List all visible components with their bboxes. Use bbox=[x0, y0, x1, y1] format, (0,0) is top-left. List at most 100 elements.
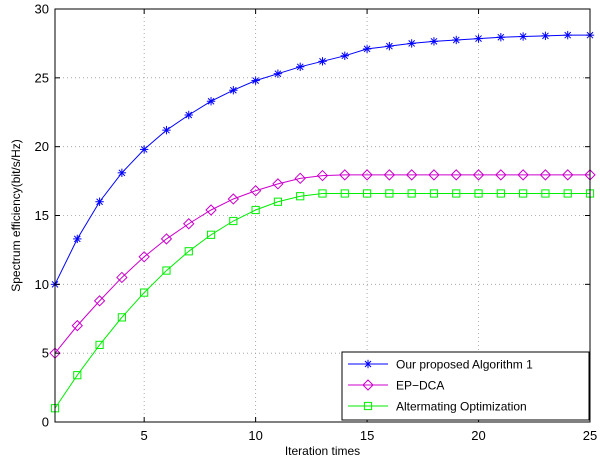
series-line bbox=[54, 192, 590, 409]
series-line bbox=[54, 174, 590, 354]
legend-label: Altermating Optimization bbox=[396, 400, 527, 414]
data-point bbox=[140, 288, 149, 297]
data-point bbox=[229, 86, 238, 95]
data-point bbox=[162, 266, 171, 275]
data-point bbox=[294, 172, 306, 185]
data-point bbox=[229, 216, 238, 226]
legend-marker bbox=[363, 359, 373, 369]
marker-stroke bbox=[364, 360, 372, 368]
data-point bbox=[474, 189, 483, 198]
x-tick-label: 20 bbox=[471, 428, 485, 443]
data-point bbox=[539, 169, 552, 181]
data-point bbox=[563, 30, 572, 40]
legend-label: Our proposed Algorithm 1 bbox=[396, 358, 533, 372]
series-group bbox=[49, 30, 596, 413]
data-point bbox=[429, 189, 439, 198]
marker-stroke bbox=[118, 169, 126, 177]
data-point bbox=[428, 169, 440, 181]
marker-stroke bbox=[452, 36, 460, 44]
data-point bbox=[472, 169, 485, 181]
x-tick-label: 5 bbox=[141, 428, 148, 443]
data-point bbox=[383, 169, 396, 181]
data-point bbox=[450, 169, 462, 181]
data-point bbox=[272, 178, 284, 190]
data-point bbox=[496, 189, 505, 198]
data-point bbox=[563, 189, 572, 198]
y-axis-label: Spectrum efficiency(bit/s/Hz) bbox=[9, 139, 23, 292]
y-tick-label: 0 bbox=[42, 415, 49, 430]
data-point bbox=[519, 189, 528, 198]
data-point bbox=[517, 169, 529, 181]
marker-stroke bbox=[73, 235, 81, 243]
data-point bbox=[139, 145, 149, 154]
data-point bbox=[496, 33, 506, 42]
data-point bbox=[429, 37, 439, 46]
data-point bbox=[318, 57, 327, 66]
data-point bbox=[251, 205, 260, 215]
data-point bbox=[405, 169, 418, 181]
data-point bbox=[407, 39, 416, 48]
data-point bbox=[138, 251, 150, 263]
data-point bbox=[340, 51, 349, 61]
series-3 bbox=[50, 189, 595, 413]
marker-stroke bbox=[542, 32, 549, 40]
marker-stroke bbox=[96, 198, 103, 206]
data-point bbox=[339, 169, 351, 181]
data-point bbox=[296, 192, 305, 201]
data-point bbox=[162, 125, 171, 135]
data-point bbox=[273, 69, 283, 78]
data-point bbox=[296, 62, 305, 72]
y-tick-label: 25 bbox=[35, 70, 49, 85]
data-point bbox=[184, 110, 193, 120]
y-tick-label: 30 bbox=[35, 2, 49, 17]
marker-stroke bbox=[408, 40, 416, 47]
y-tick-label: 5 bbox=[42, 346, 49, 361]
y-tick-label: 15 bbox=[35, 208, 49, 223]
data-point bbox=[361, 169, 373, 181]
data-point bbox=[452, 189, 461, 198]
marker-stroke bbox=[252, 77, 260, 84]
x-tick-label: 15 bbox=[360, 428, 374, 443]
legend-box bbox=[341, 351, 590, 421]
legend-marker bbox=[363, 401, 373, 411]
x-tick-label: 25 bbox=[583, 428, 597, 443]
marker-stroke bbox=[497, 33, 505, 41]
data-point bbox=[362, 189, 372, 198]
series-2 bbox=[49, 169, 596, 359]
legend: Our proposed Algorithm 1 EP−DCA Altermatin… bbox=[341, 351, 590, 421]
y-tick-label: 10 bbox=[35, 277, 49, 292]
data-point bbox=[160, 233, 173, 245]
marker-stroke bbox=[519, 33, 527, 40]
y-tick-label: 20 bbox=[35, 139, 49, 154]
marker-stroke bbox=[229, 86, 237, 94]
marker-stroke bbox=[185, 111, 193, 119]
data-point bbox=[71, 319, 83, 332]
data-point bbox=[116, 271, 128, 284]
data-point bbox=[318, 189, 327, 198]
data-point bbox=[518, 32, 528, 41]
data-point bbox=[206, 230, 216, 239]
data-point bbox=[495, 169, 507, 181]
data-point bbox=[227, 193, 240, 205]
data-point bbox=[73, 371, 82, 380]
data-point bbox=[340, 189, 349, 198]
data-point bbox=[73, 234, 82, 244]
data-point bbox=[385, 41, 394, 51]
data-point bbox=[117, 168, 127, 178]
data-point bbox=[95, 197, 104, 206]
data-point bbox=[95, 340, 104, 350]
data-point bbox=[385, 189, 394, 198]
legend-item: EP−DCA bbox=[348, 379, 444, 393]
data-point bbox=[452, 35, 461, 45]
data-point bbox=[474, 34, 483, 43]
data-point bbox=[316, 169, 329, 182]
marker-stroke bbox=[341, 52, 349, 60]
data-point bbox=[184, 247, 193, 256]
marker-stroke bbox=[430, 37, 438, 45]
ticks: 5 10 15 20 25 0 5 10 15 20 25 30 bbox=[35, 2, 598, 444]
marker-stroke bbox=[319, 57, 326, 65]
x-axis-label: Iteration times bbox=[285, 444, 360, 458]
data-point bbox=[249, 185, 262, 197]
marker-stroke bbox=[385, 42, 393, 50]
